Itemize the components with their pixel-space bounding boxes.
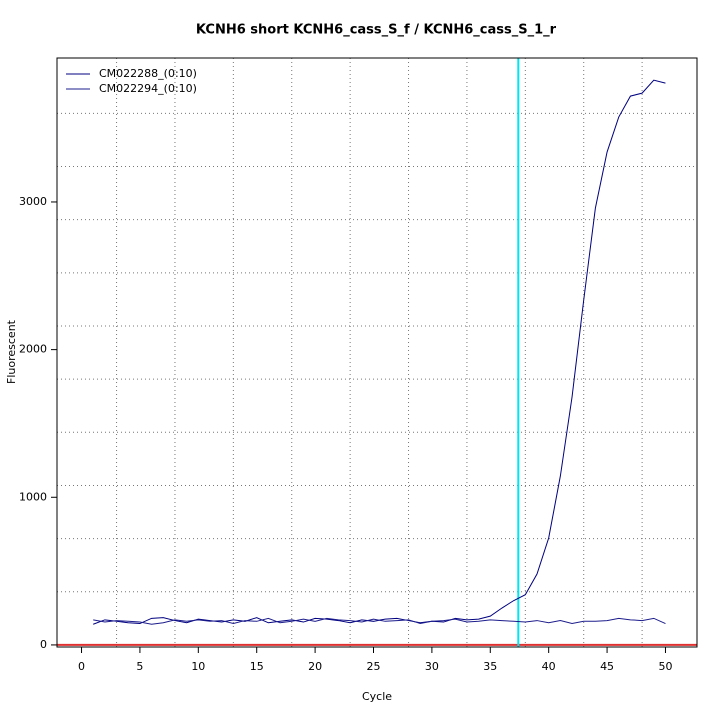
chart-title: KCNH6 short KCNH6_cass_S_f / KCNH6_cass_…	[196, 23, 557, 38]
x-tick-label: 0	[78, 660, 85, 673]
y-tick-label: 2000	[19, 343, 47, 356]
x-tick-label: 5	[136, 660, 143, 673]
x-tick-label: 45	[600, 660, 614, 673]
plot-frame	[56, 57, 698, 648]
y-axis-label: Fluorescent	[5, 319, 18, 384]
x-tick-label: 20	[308, 660, 322, 673]
x-tick-label: 40	[542, 660, 556, 673]
x-tick-label: 15	[250, 660, 264, 673]
legend-label: CM022288_(0:10)	[99, 67, 197, 80]
legend-label: CM022294_(0:10)	[99, 82, 197, 95]
y-tick-label: 1000	[19, 490, 47, 503]
x-tick-label: 25	[366, 660, 380, 673]
x-tick-label: 50	[658, 660, 672, 673]
x-tick-label: 35	[483, 660, 497, 673]
x-tick-label: 10	[191, 660, 205, 673]
x-axis-label: Cycle	[362, 690, 392, 703]
y-tick-label: 0	[40, 638, 47, 651]
x-tick-label: 30	[425, 660, 439, 673]
series-line	[93, 617, 666, 625]
y-tick-label: 3000	[19, 195, 47, 208]
